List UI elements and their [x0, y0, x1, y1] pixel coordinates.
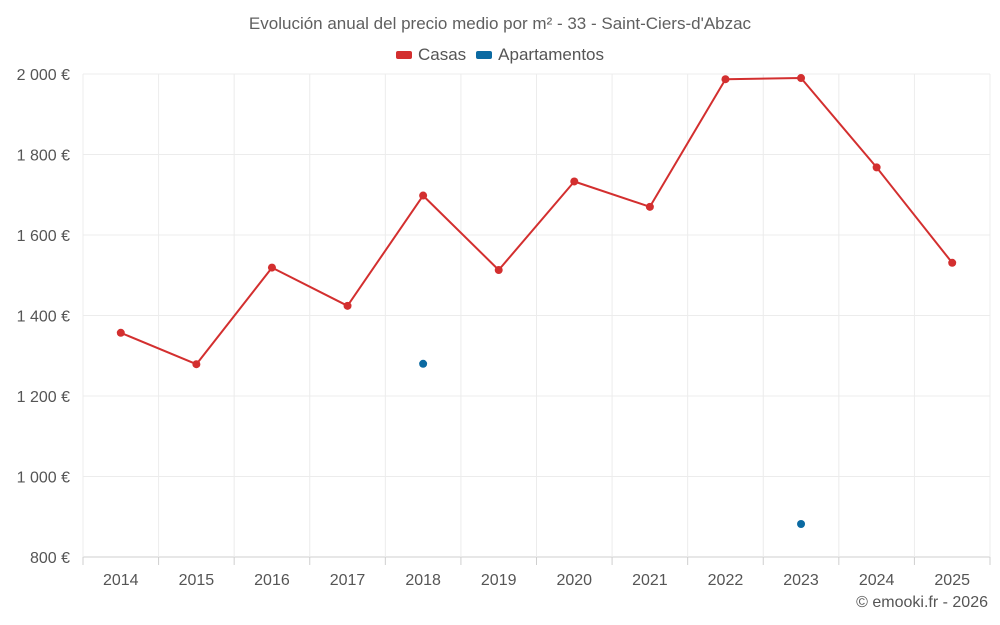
data-point-apartamentos	[419, 359, 428, 368]
y-tick-label: 1 000 €	[17, 470, 70, 487]
x-tick-label: 2019	[481, 572, 517, 589]
chart-title: Evolución anual del precio medio por m² …	[248, 14, 752, 33]
data-point-casas	[116, 328, 125, 337]
data-point-casas	[872, 163, 881, 172]
x-tick-label: 2025	[934, 572, 970, 589]
y-tick-label: 800 €	[30, 550, 70, 567]
x-tick-label: 2021	[632, 572, 668, 589]
legend: Casas Apartamentos	[0, 45, 1000, 65]
y-tick-label: 1 400 €	[17, 309, 70, 326]
series-line-casas	[120, 77, 953, 366]
data-point-casas	[267, 263, 276, 272]
x-tick-label: 2014	[103, 572, 139, 589]
y-tick-label: 2 000 €	[17, 67, 70, 84]
data-point-casas	[948, 258, 957, 267]
data-point-casas	[721, 75, 730, 84]
data-point-casas	[419, 191, 428, 200]
x-tick-label: 2023	[783, 572, 819, 589]
legend-swatch-casas	[395, 51, 412, 59]
data-point-apartamentos	[797, 519, 806, 528]
data-point-casas	[192, 360, 201, 369]
x-tick-label: 2022	[708, 572, 744, 589]
x-tick-label: 2017	[330, 572, 366, 589]
x-tick-label: 2018	[405, 572, 441, 589]
credit-text: © emooki.fr - 2026	[856, 594, 988, 611]
data-point-casas	[343, 301, 352, 310]
data-point-casas	[797, 74, 806, 83]
legend-label-casas: Casas	[417, 45, 467, 64]
x-tick-label: 2015	[179, 572, 215, 589]
x-tick-label: 2016	[254, 572, 290, 589]
data-point-casas	[570, 177, 579, 186]
y-tick-label: 1 200 €	[17, 389, 70, 406]
legend-label-apartamentos: Apartamentos	[498, 45, 605, 64]
legend-swatch-apartamentos	[476, 51, 493, 59]
y-tick-label: 1 800 €	[17, 148, 70, 165]
y-tick-label: 1 600 €	[17, 228, 70, 245]
data-point-casas	[494, 266, 503, 275]
x-tick-label: 2020	[556, 572, 592, 589]
legend-item-casas[interactable]: Casas	[395, 45, 467, 65]
legend-item-apartamentos[interactable]: Apartamentos	[476, 45, 604, 65]
x-tick-label: 2024	[859, 572, 895, 589]
data-point-casas	[645, 202, 654, 211]
